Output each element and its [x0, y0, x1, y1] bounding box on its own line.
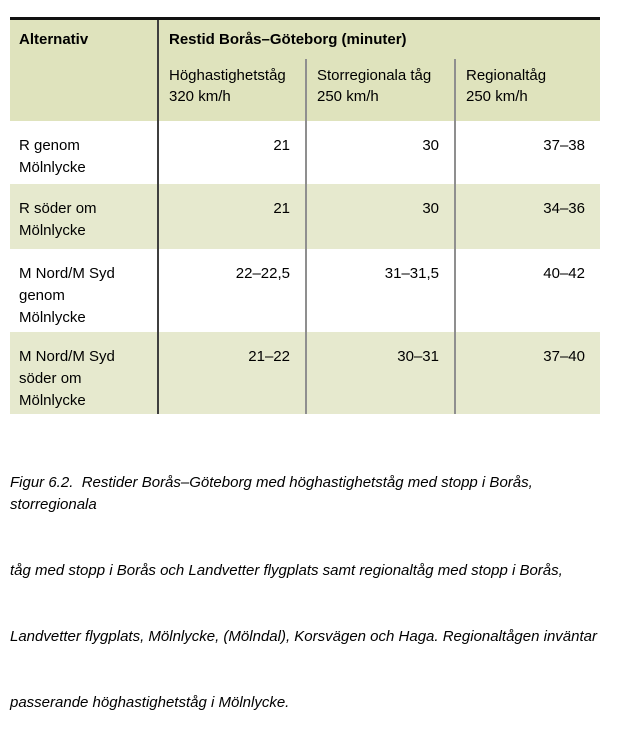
table-row: M Nord/M Syd söder om Mölnlycke 21–22 30… [10, 331, 600, 414]
table-row: R genom Mölnlycke 21 30 37–38 [10, 120, 600, 184]
column-header-regionaltag: Regionaltåg 250 km/h [454, 58, 600, 121]
alternative-label: R söder om Mölnlycke [10, 183, 159, 249]
figure-caption: Figur 6.2. Restider Borås–Göteborg med h… [10, 428, 616, 736]
value-storregionala-tag: 31–31,5 [305, 248, 455, 332]
value-regionaltag: 37–40 [454, 331, 600, 414]
figure-caption-line: passerande höghastighetståg i Mölnlycke. [10, 694, 290, 711]
table-header-group-title: Restid Borås–Göteborg (minuter) [158, 18, 600, 59]
value-hoghastighetstag: 21 [158, 183, 306, 249]
value-regionaltag: 40–42 [454, 248, 600, 332]
value-storregionala-tag: 30 [305, 120, 455, 184]
table-row: M Nord/M Syd genom Mölnlycke 22–22,5 31–… [10, 248, 600, 332]
value-storregionala-tag: 30 [305, 183, 455, 249]
figure-caption-line: tåg med stopp i Borås och Landvetter fly… [10, 562, 563, 579]
column-header-hoghastighetstag: Höghastighetståg 320 km/h [158, 58, 306, 121]
value-regionaltag: 37–38 [454, 120, 600, 184]
figure-caption-line: Landvetter flygplats, Mölnlycke, (Mölnda… [10, 628, 597, 645]
value-hoghastighetstag: 21–22 [158, 331, 306, 414]
value-storregionala-tag: 30–31 [305, 331, 455, 414]
column-header-storregionala-tag: Storregionala tåg 250 km/h [305, 58, 455, 121]
value-hoghastighetstag: 21 [158, 120, 306, 184]
figure-caption-line: Figur 6.2. Restider Borås–Göteborg med h… [10, 474, 537, 513]
value-regionaltag: 34–36 [454, 183, 600, 249]
table-group-header-row: Alternativ Restid Borås–Göteborg (minute… [10, 18, 600, 121]
table-subheader-row: Höghastighetståg 320 km/h Storregionala … [10, 58, 600, 121]
alternative-label: M Nord/M Syd genom Mölnlycke [10, 248, 159, 332]
alternative-label: R genom Mölnlycke [10, 120, 159, 184]
table-header-alternativ: Alternativ [10, 18, 159, 121]
table-row: R söder om Mölnlycke 21 30 34–36 [10, 183, 600, 249]
alternative-label: M Nord/M Syd söder om Mölnlycke [10, 331, 159, 414]
value-hoghastighetstag: 22–22,5 [158, 248, 306, 332]
travel-time-table: Alternativ Restid Borås–Göteborg (minute… [10, 17, 600, 414]
